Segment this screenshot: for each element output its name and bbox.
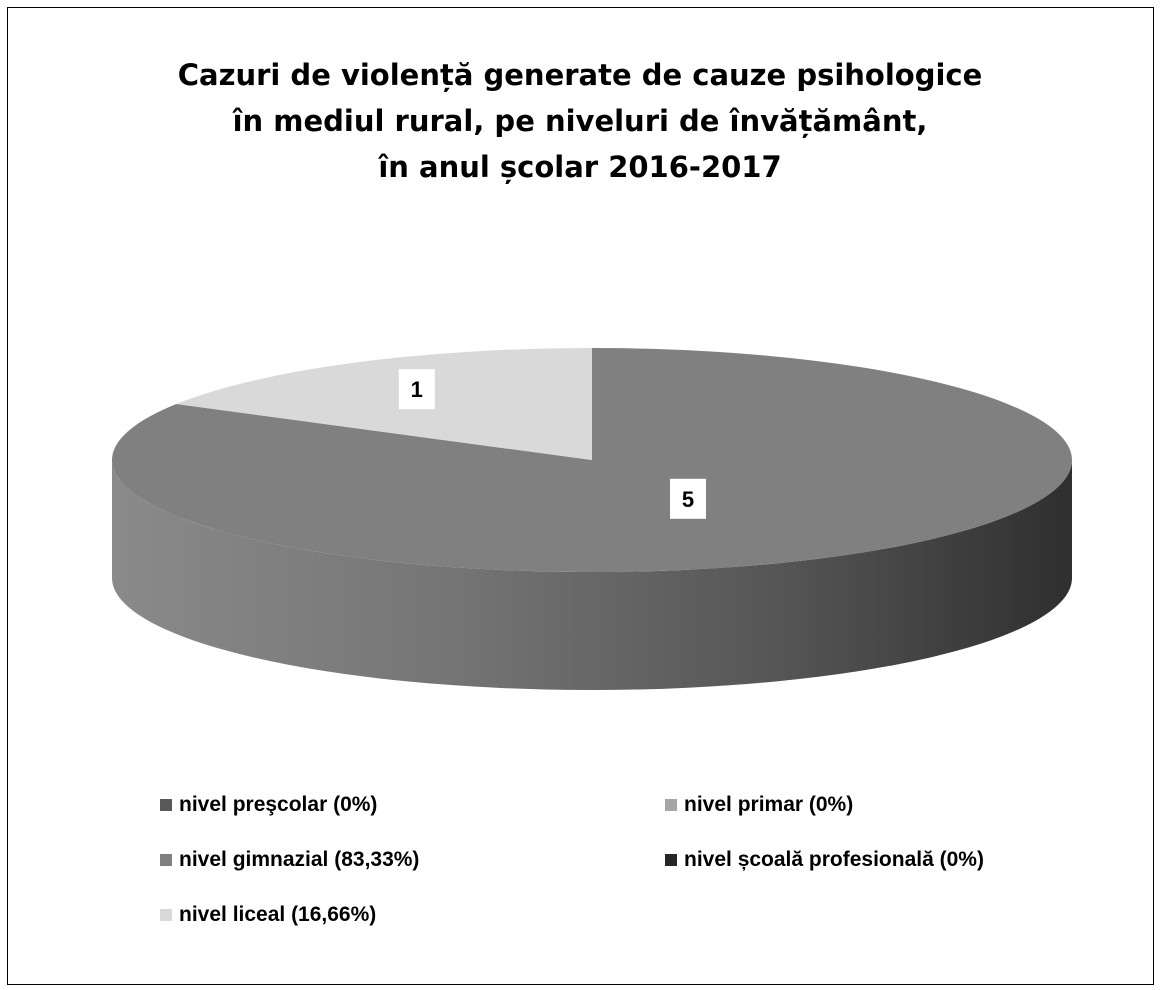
chart-title-line: în mediul rural, pe niveluri de învățămâ… (232, 104, 928, 138)
legend-swatch (160, 854, 172, 866)
pie-slice-4 (176, 348, 592, 460)
legend-swatch (160, 799, 172, 811)
chart-title-line: Cazuri de violență generate de cauze psi… (177, 58, 983, 92)
legend-label: nivel gimnazial (83,33%) (179, 848, 420, 871)
legend-swatch (160, 909, 172, 921)
legend-item-primar: nivel primar (0%) (665, 793, 853, 817)
legend-swatch (665, 854, 677, 866)
legend-label: nivel școală profesională (0%) (684, 848, 984, 871)
legend-item-gimnazial: nivel gimnazial (83,33%) (160, 848, 419, 872)
legend-item-scoala-profesionala: nivel școală profesională (0%) (665, 848, 984, 872)
legend-swatch (665, 799, 677, 811)
legend-label: nivel primar (0%) (684, 793, 854, 816)
legend-item-prescolar: nivel preşcolar (0%) (160, 793, 377, 817)
data-label-box (670, 478, 706, 519)
data-label-box (398, 369, 435, 410)
data-label: 5 (682, 487, 694, 512)
legend-item-liceal: nivel liceal (16,66%) (160, 903, 376, 927)
data-label: 1 (411, 377, 423, 402)
pie-side-wall (112, 460, 1072, 690)
legend-label: nivel liceal (16,66%) (179, 903, 377, 926)
legend-label: nivel preşcolar (0%) (179, 793, 378, 816)
chart-title: Cazuri de violență generate de cauze psi… (0, 52, 1160, 190)
chart-title-line: în anul școlar 2016-2017 (378, 150, 782, 184)
